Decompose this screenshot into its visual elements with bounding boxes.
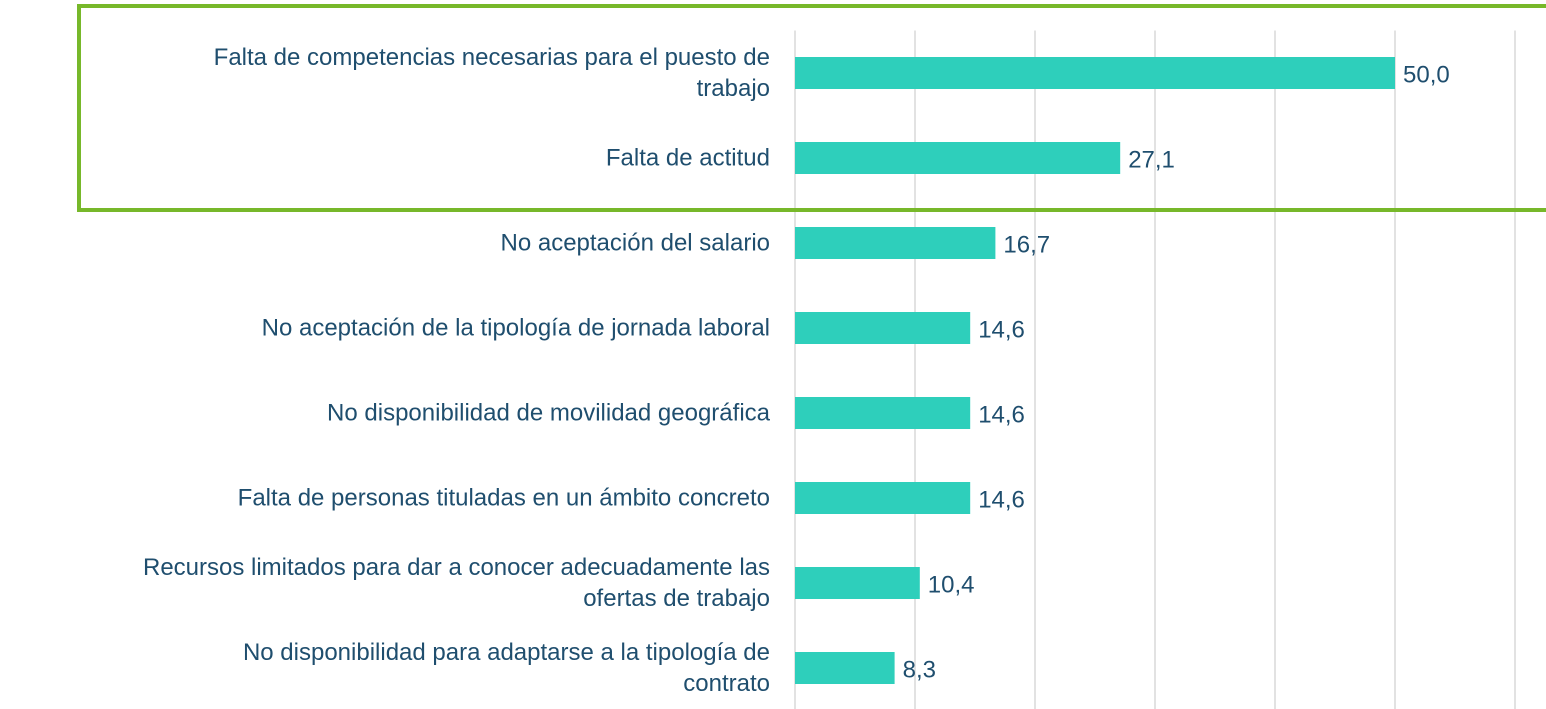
bars: 50,0 27,1 16,7 14,6 14,6 14,6 10,4 8,3 <box>795 57 1450 684</box>
grid <box>794 30 1516 709</box>
value-label: 14,6 <box>978 316 1025 343</box>
value-label: 16,7 <box>1003 231 1050 258</box>
bar <box>795 567 920 599</box>
category-label: Falta de actitud <box>605 144 770 172</box>
category-label: Falta de competencias necesarias para el… <box>213 44 770 102</box>
category-label: No disponibilidad para adaptarse a la ti… <box>242 639 770 697</box>
category-label: Recursos limitados para dar a conocer ad… <box>142 554 770 612</box>
category-label: No aceptación del salario <box>500 229 771 257</box>
bar <box>795 312 971 344</box>
bar <box>795 227 996 259</box>
bar <box>795 57 1395 89</box>
bar <box>795 482 971 514</box>
value-label: 10,4 <box>928 571 975 598</box>
value-label: 50,0 <box>1403 61 1450 88</box>
value-label: 14,6 <box>978 486 1025 513</box>
value-label: 14,6 <box>978 401 1025 428</box>
highlight-box <box>77 4 1546 212</box>
category-label: No aceptación de la tipología de jornada… <box>261 314 770 342</box>
value-label: 8,3 <box>903 656 936 683</box>
category-label: Falta de personas tituladas en un ámbito… <box>237 484 770 512</box>
bar <box>795 397 971 429</box>
bar <box>795 652 895 684</box>
bar <box>795 142 1121 174</box>
value-label: 27,1 <box>1128 146 1175 173</box>
category-label: No disponibilidad de movilidad geográfic… <box>327 399 770 427</box>
